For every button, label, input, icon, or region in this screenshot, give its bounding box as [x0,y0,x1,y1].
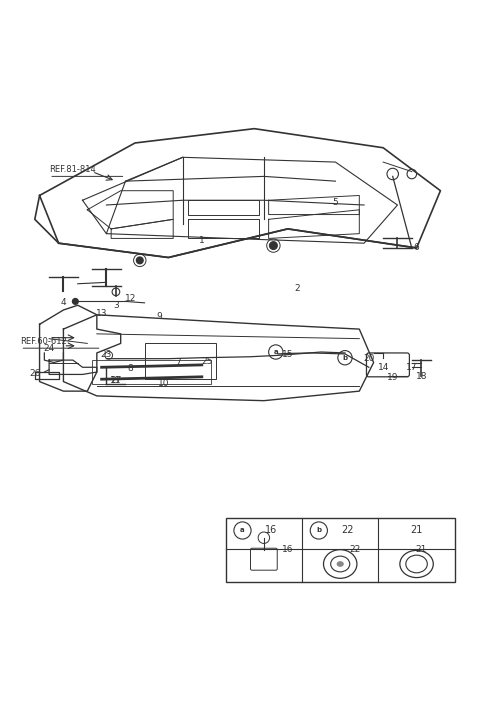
Bar [92,360,211,384]
Text: 4: 4 [60,299,66,307]
Text: 14: 14 [377,362,389,372]
Text: 27: 27 [110,376,121,385]
Text: 3: 3 [113,301,119,310]
Text: 25: 25 [201,357,212,365]
Text: 21: 21 [416,545,427,554]
Text: 22: 22 [342,526,354,536]
Circle shape [136,257,143,264]
Text: 18: 18 [416,373,427,381]
Text: 24: 24 [44,344,55,352]
Text: 16: 16 [265,526,277,536]
Text: 26: 26 [29,369,40,378]
Text: b: b [342,355,348,361]
Bar [226,518,455,582]
Text: 22: 22 [349,545,360,554]
Text: a: a [240,528,245,534]
Text: REF.60-612: REF.60-612 [21,337,67,346]
Text: 7: 7 [175,358,181,367]
Text: 15: 15 [282,350,293,359]
Text: 12: 12 [124,294,136,303]
Text: 10: 10 [158,379,169,389]
Text: REF.81-814: REF.81-814 [49,165,96,174]
Text: b: b [316,528,322,534]
Text: 17: 17 [406,362,418,372]
Text: 6: 6 [414,244,420,252]
Text: 8: 8 [127,364,133,373]
Text: 23: 23 [101,350,112,359]
Text: 16: 16 [282,545,293,554]
Text: 5: 5 [333,198,338,207]
Ellipse shape [336,561,344,567]
Text: 9: 9 [156,312,162,320]
Text: 11: 11 [110,376,121,385]
Text: a: a [274,349,278,355]
Circle shape [72,299,78,304]
Text: 1: 1 [199,236,204,245]
Circle shape [270,241,277,249]
Bar [144,344,216,379]
Text: 20: 20 [363,355,374,363]
Text: 13: 13 [96,309,108,318]
Text: 19: 19 [387,373,398,382]
Text: 2: 2 [294,284,300,293]
Text: 21: 21 [410,526,423,536]
